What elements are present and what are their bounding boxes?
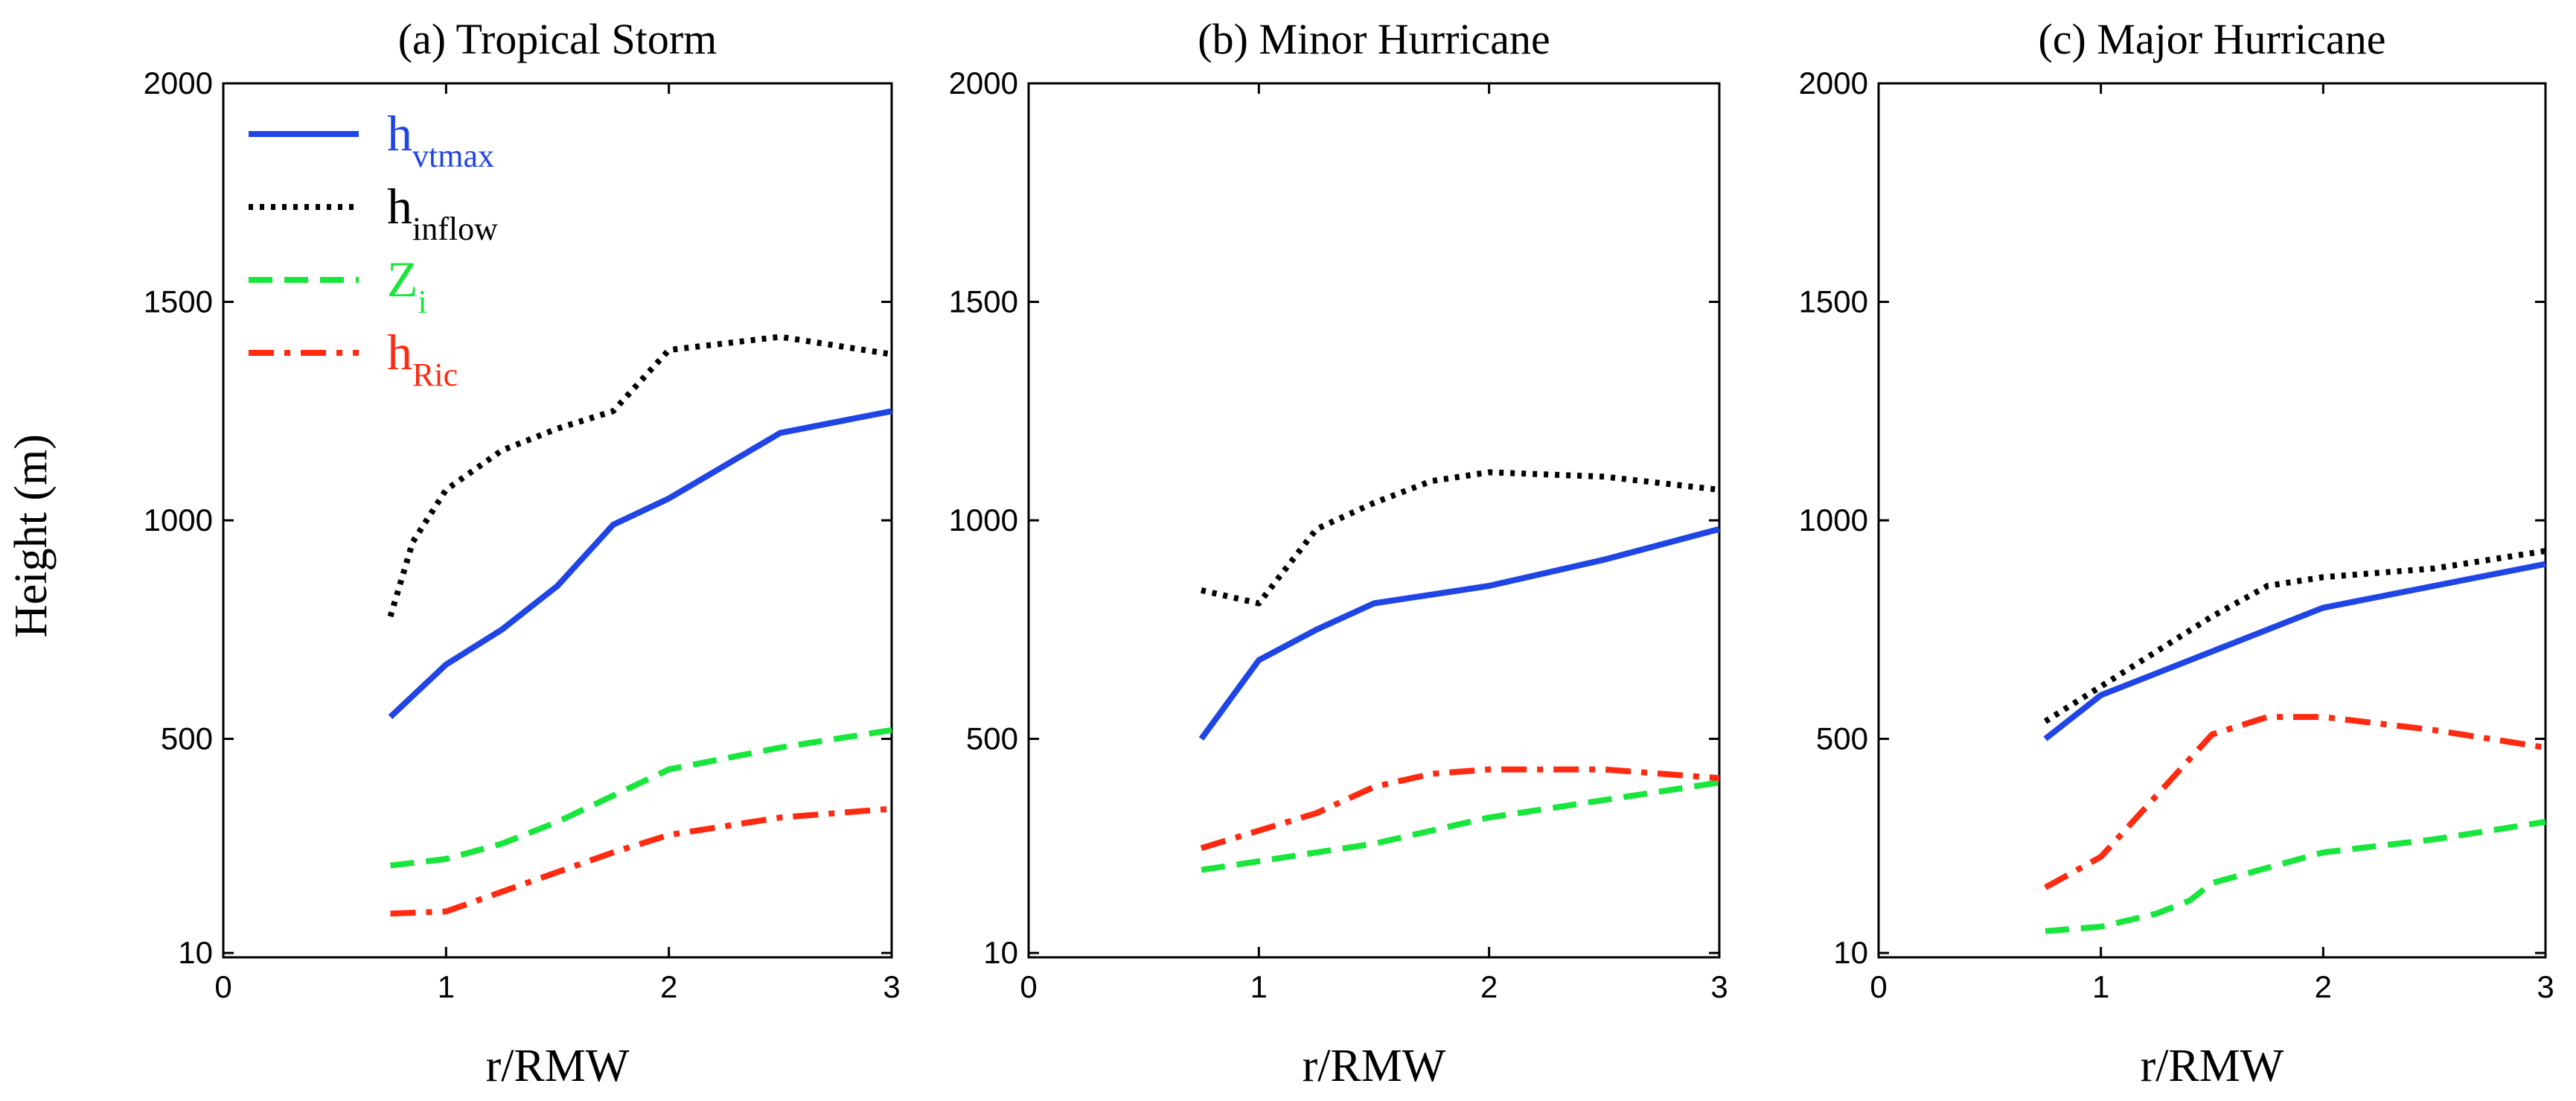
y-tick-label: 2000 bbox=[949, 66, 1018, 100]
series-line-z-i bbox=[2045, 819, 2546, 934]
y-tick-label: 2000 bbox=[1799, 66, 1868, 100]
axes-frame bbox=[1877, 82, 2547, 959]
y-tick-label: 1500 bbox=[1799, 284, 1868, 319]
y-tick-label: 1500 bbox=[144, 284, 213, 319]
y-axis-label: Height (m) bbox=[6, 434, 57, 638]
x-tick-label: 1 bbox=[438, 969, 455, 1004]
panel-title: (b) Minor Hurricane bbox=[1198, 15, 1550, 63]
axes-frame bbox=[1027, 82, 1721, 959]
series-line-h-vtmax bbox=[1198, 526, 1721, 741]
x-tick-label: 3 bbox=[2537, 969, 2554, 1004]
y-tick-label: 10 bbox=[178, 935, 213, 970]
x-tick-label: 3 bbox=[883, 969, 900, 1004]
x-axis-label: r/RMW bbox=[1303, 1041, 1446, 1091]
x-tick-label: 0 bbox=[1870, 969, 1887, 1004]
y-tick-label: 1500 bbox=[949, 284, 1018, 319]
x-tick-label: 0 bbox=[214, 969, 231, 1004]
panel-title: (a) Tropical Storm bbox=[398, 15, 717, 63]
x-tick-label: 0 bbox=[1020, 969, 1037, 1004]
series-line-h-ric bbox=[1200, 766, 1720, 852]
panel-b: (b) Minor Hurricane 10 500 1000 1500 2000 0 1 2 3… bbox=[949, 15, 1728, 1091]
series-line-h-vtmax bbox=[2043, 561, 2546, 741]
panel-a: (a) Tropical Storm 10 500 1000 1500 2000 0 1 2 3 r… bbox=[144, 15, 901, 1091]
y-tick-label: 500 bbox=[161, 721, 213, 756]
legend-item-h-ric: hRic bbox=[249, 324, 458, 393]
x-tick-label: 2 bbox=[1480, 969, 1498, 1004]
series-line-h-ric bbox=[390, 805, 892, 917]
y-tick-label: 1000 bbox=[1799, 502, 1868, 537]
series-line-h-ric bbox=[2044, 714, 2546, 890]
x-tick-label: 2 bbox=[2315, 969, 2332, 1004]
x-tick-label: 1 bbox=[1250, 969, 1268, 1004]
legend-item-h-inflow: hinflow bbox=[249, 178, 498, 247]
y-tick-label: 10 bbox=[983, 935, 1018, 970]
series-line-z-i bbox=[1201, 779, 1720, 873]
legend-label: hinflow bbox=[387, 178, 498, 247]
legend-item-h-vtmax: hvtmax bbox=[249, 105, 494, 174]
x-tick-label: 3 bbox=[1710, 969, 1728, 1004]
y-tick-label: 2000 bbox=[144, 66, 213, 100]
series-line-h-inflow bbox=[1201, 469, 1720, 607]
x-axis-label: r/RMW bbox=[2141, 1041, 2284, 1091]
y-tick-label: 500 bbox=[1816, 721, 1868, 756]
panel-c: (c) Major Hurricane 10 500 1000 1500 2000 0 1 2 3… bbox=[1799, 15, 2554, 1091]
panel-title: (c) Major Hurricane bbox=[2039, 15, 2386, 63]
legend-label: hRic bbox=[387, 324, 458, 393]
series-line-h-inflow bbox=[387, 334, 892, 618]
y-tick-label: 500 bbox=[966, 721, 1018, 756]
x-tick-label: 2 bbox=[660, 969, 677, 1004]
legend-label: Zi bbox=[387, 251, 427, 320]
series-line-h-vtmax bbox=[388, 408, 892, 720]
x-axis-label: r/RMW bbox=[486, 1041, 630, 1091]
y-tick-label: 10 bbox=[1833, 935, 1868, 970]
legend-label: hvtmax bbox=[387, 105, 494, 174]
y-tick-label: 1000 bbox=[144, 502, 213, 537]
y-tick-label: 1000 bbox=[949, 502, 1018, 537]
legend-item-z-i: Zi bbox=[249, 251, 427, 320]
axes-frame bbox=[222, 82, 893, 959]
x-tick-label: 1 bbox=[2092, 969, 2109, 1004]
